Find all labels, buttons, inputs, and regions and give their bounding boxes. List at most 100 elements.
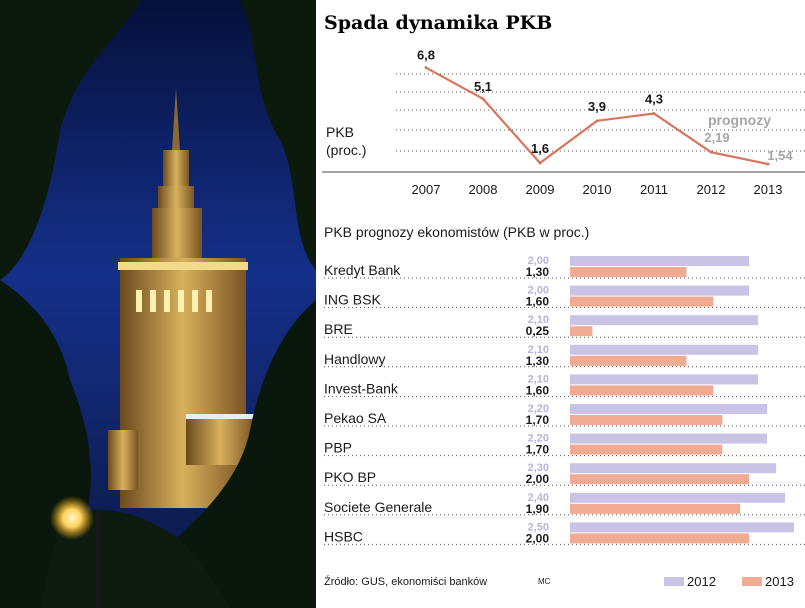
gdp-point-2012 xyxy=(709,150,713,154)
gdp-point-2009 xyxy=(538,161,542,165)
bank-name: BRE xyxy=(324,321,353,337)
bar-2012 xyxy=(570,463,777,474)
gdp-point-2011 xyxy=(652,112,656,115)
bar-row: Kredyt Bank 2,001,30 xyxy=(324,255,805,279)
value-2013: 1,70 xyxy=(526,413,550,427)
value-2012: 2,20 xyxy=(528,403,549,415)
line-chart-series xyxy=(424,66,770,166)
value-2012: 2,50 xyxy=(528,521,549,533)
bar-2012 xyxy=(570,404,768,414)
source-note: Źródło: GUS, ekonomiści banków xyxy=(324,575,487,588)
bank-name: Societe Generale xyxy=(324,499,432,515)
chart-panel: Spada dynamika PKB PKB (proc.) 2007 2008 2… xyxy=(316,0,805,608)
data-label-2013: 1,54 xyxy=(767,148,793,163)
bank-name: HSBC xyxy=(324,528,363,544)
bar-2012 xyxy=(570,285,750,296)
value-2013: 2,00 xyxy=(526,531,550,545)
bar-2013 xyxy=(570,355,687,366)
bar-2013 xyxy=(570,296,714,307)
gdp-point-2013 xyxy=(766,162,770,166)
bar-row: PBP 2,201,70 xyxy=(324,433,805,457)
bar-2012 xyxy=(570,492,786,503)
x-tick-2011: 2011 xyxy=(640,182,668,197)
data-label-2009: 1,6 xyxy=(531,141,549,156)
bank-name: PBP xyxy=(324,440,352,456)
bar-2013 xyxy=(570,503,741,514)
legend-swatch-2012 xyxy=(664,577,684,586)
value-2012: 2,30 xyxy=(528,462,549,474)
bar-row: Invest-Bank 2,101,60 xyxy=(324,373,805,397)
bar-row: ING BSK 2,001,60 xyxy=(324,285,805,309)
bar-chart-legend: 2012 2013 xyxy=(664,574,794,589)
gdp-point-2010 xyxy=(595,119,599,123)
x-tick-2009: 2009 xyxy=(526,182,555,197)
legend-label-2013: 2013 xyxy=(765,574,794,589)
line-chart-grid xyxy=(396,73,805,152)
value-2013: 1,70 xyxy=(526,443,550,457)
value-2013: 1,30 xyxy=(526,265,550,279)
forecast-label: prognozy xyxy=(708,112,771,128)
bar-row: Pekao SA 2,201,70 xyxy=(324,403,805,427)
bar-2013 xyxy=(570,533,750,544)
line-chart-data-labels: 6,8 5,1 1,6 3,9 4,3 2,19 1,54 xyxy=(417,48,793,163)
value-2013: 2,00 xyxy=(526,472,550,486)
legend-swatch-2013 xyxy=(742,577,762,586)
value-2012: 2,10 xyxy=(528,344,549,356)
bar-row: HSBC 2,502,00 xyxy=(324,521,805,545)
bar-chart-title: PKB prognozy ekonomistów (PKB w proc.) xyxy=(324,224,589,240)
data-label-2010: 3,9 xyxy=(588,99,606,114)
value-2013: 1,90 xyxy=(526,502,550,516)
x-tick-2010: 2010 xyxy=(583,182,612,197)
value-2012: 2,10 xyxy=(528,314,549,326)
bar-row: PKO BP 2,302,00 xyxy=(324,462,805,486)
x-tick-2007: 2007 xyxy=(412,182,441,197)
gdp-point-2008 xyxy=(481,97,485,101)
value-2013: 1,60 xyxy=(526,295,550,309)
bar-2013 xyxy=(570,326,593,337)
value-2013: 1,60 xyxy=(526,383,550,397)
data-label-2007: 6,8 xyxy=(417,48,435,63)
legend-label-2012: 2012 xyxy=(687,574,716,589)
x-tick-2008: 2008 xyxy=(469,182,498,197)
bank-name: Kredyt Bank xyxy=(324,262,401,278)
data-label-2012: 2,19 xyxy=(704,130,729,145)
bar-row: BRE 2,100,25 xyxy=(324,314,805,338)
line-chart-xticks: 2007 2008 2009 2010 2011 2012 2013 xyxy=(412,182,783,197)
bank-name: PKO BP xyxy=(324,469,376,485)
value-2012: 2,10 xyxy=(528,373,549,385)
bank-name: Pekao SA xyxy=(324,410,387,426)
bar-2013 xyxy=(570,385,714,396)
credit: MC xyxy=(538,577,551,586)
data-label-2008: 5,1 xyxy=(474,79,492,94)
bar-2013 xyxy=(570,415,723,425)
bar-2013 xyxy=(570,444,723,455)
bar-2013 xyxy=(570,474,750,485)
bar-row: Societe Generale 2,401,90 xyxy=(324,492,805,516)
bar-2012 xyxy=(570,344,759,355)
value-2013: 0,25 xyxy=(526,324,550,338)
bar-2012 xyxy=(570,256,750,266)
bank-name: ING BSK xyxy=(324,292,381,308)
x-tick-2012: 2012 xyxy=(697,182,726,197)
line-chart-ylabel: PKB xyxy=(326,124,354,140)
line-chart-title: Spada dynamika PKB xyxy=(324,12,552,34)
bank-name: Handlowy xyxy=(324,351,385,367)
bar-2012 xyxy=(570,522,794,533)
line-chart-ylabel-unit: (proc.) xyxy=(326,142,366,158)
gdp-point-2007 xyxy=(424,66,428,70)
bar-row: Handlowy 2,101,30 xyxy=(324,344,805,368)
value-2012: 2,20 xyxy=(528,433,549,445)
value-2012: 2,00 xyxy=(528,285,549,297)
palace-of-culture-photo xyxy=(0,0,316,608)
bar-2013 xyxy=(570,267,687,277)
data-label-2011: 4,3 xyxy=(645,92,663,107)
bar-2012 xyxy=(570,315,759,326)
value-2013: 1,30 xyxy=(526,354,550,368)
value-2012: 2,00 xyxy=(528,255,549,267)
bar-2012 xyxy=(570,374,759,385)
value-2012: 2,40 xyxy=(528,492,549,504)
bank-name: Invest-Bank xyxy=(324,380,399,396)
x-tick-2013: 2013 xyxy=(754,182,783,197)
bar-2012 xyxy=(570,433,768,444)
